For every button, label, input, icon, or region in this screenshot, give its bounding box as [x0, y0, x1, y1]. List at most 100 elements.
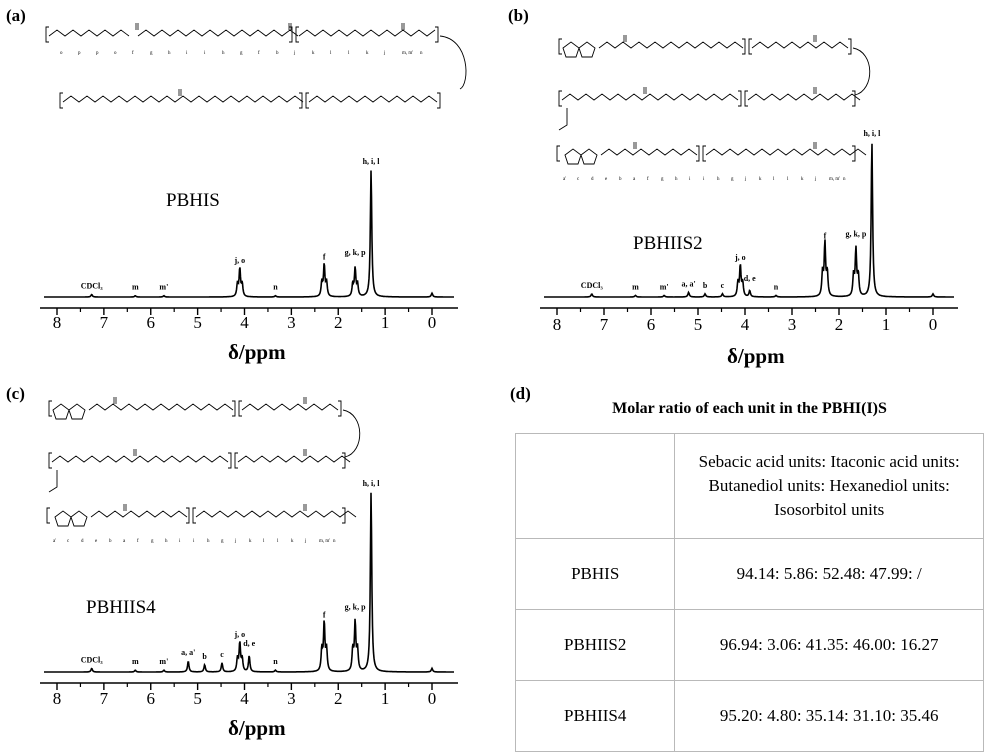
- panel-c-structure: a' c d e b a f g h i i h g j k l l k j m, m' n: [46, 397, 361, 544]
- atom-label: l: [787, 177, 789, 182]
- peak-label: f: [323, 252, 326, 261]
- x-tick-label: 3: [788, 315, 797, 334]
- bond-chain: [48, 29, 130, 37]
- peak-label: g, k, p: [845, 230, 866, 239]
- repeat-bracket: [305, 92, 309, 109]
- atom-label: f: [137, 539, 139, 544]
- repeat-bracket: [342, 507, 346, 524]
- repeat-bracket: [852, 90, 856, 107]
- atom-label: d: [81, 539, 84, 544]
- atom-label: m, m': [402, 51, 413, 56]
- atom-label: b: [109, 539, 112, 544]
- table-cell-sample: PBHIIS2: [514, 609, 676, 681]
- atom-label: k: [291, 539, 294, 544]
- repeat-bracket: [437, 92, 441, 109]
- table-row: PBHIS 94.14: 5.86: 52.48: 47.99: /: [514, 538, 984, 610]
- peak-label: d, e: [243, 639, 255, 648]
- atom-label: j: [304, 539, 306, 544]
- x-tick-label: 5: [694, 315, 703, 334]
- repeat-bracket: [852, 145, 856, 162]
- peak-label: m: [132, 283, 139, 292]
- atom-label: h: [717, 177, 720, 182]
- atom-label: k: [312, 51, 315, 56]
- peak-label: d, e: [744, 274, 756, 283]
- atom-label: c: [67, 539, 70, 544]
- panel-c-sample-name: PBHIIS4: [86, 597, 156, 618]
- atom-label: h: [207, 539, 210, 544]
- repeat-bracket: [558, 38, 562, 55]
- atom-label: b: [619, 177, 622, 182]
- atom-label: d: [591, 177, 594, 182]
- atom-label: m, m': [319, 539, 330, 544]
- repeat-bracket: [45, 26, 49, 43]
- x-tick-label: 0: [428, 689, 437, 708]
- atom-label: g: [150, 51, 153, 56]
- atom-label: i: [186, 51, 188, 56]
- panel-b-structure: a' c d e b a f g h i i h g j k l l k j m, m' n: [556, 35, 871, 182]
- panel-a-label: (a): [6, 6, 26, 25]
- repeat-bracket: [228, 452, 232, 469]
- panel-b-spectrum: 8 7 6 5 4 3 2 1 0 CDCl₃ m m' a, a' b c j, o d, e n f g, k, …: [540, 129, 958, 334]
- atom-label: l: [773, 177, 775, 182]
- repeat-bracket: [295, 26, 299, 43]
- x-tick-label: 4: [240, 689, 249, 708]
- bond-chain: [48, 470, 58, 493]
- x-tick-label: 1: [381, 313, 390, 332]
- bond-chain: [88, 403, 234, 411]
- x-tick-label: 6: [147, 313, 156, 332]
- repeat-bracket: [238, 400, 242, 417]
- x-tick-label: 7: [600, 315, 609, 334]
- repeat-bracket: [232, 400, 236, 417]
- atom-label: h: [165, 539, 168, 544]
- x-tick-label: 1: [381, 689, 390, 708]
- bond-chain: [308, 95, 438, 103]
- x-tick-label: 1: [882, 315, 891, 334]
- table-row: PBHIIS4 95.20: 4.80: 35.14: 31.10: 35.46: [514, 680, 984, 752]
- repeat-bracket: [742, 38, 746, 55]
- atom-label: j: [234, 539, 236, 544]
- atom-label: g: [731, 177, 734, 182]
- peak-label: m': [159, 657, 168, 666]
- spectrum-line: [44, 492, 454, 673]
- repeat-bracket: [702, 145, 706, 162]
- peak-label: b: [703, 281, 708, 290]
- table-row: PBHIIS2 96.94: 3.06: 41.35: 46.00: 16.27: [514, 609, 984, 681]
- bond-chain: [747, 93, 861, 101]
- x-tick-label: 8: [53, 313, 62, 332]
- bond-chain: [705, 148, 867, 156]
- x-tick-label: 3: [287, 313, 296, 332]
- repeat-bracket: [738, 90, 742, 107]
- peak-label: m': [660, 282, 669, 291]
- repeat-bracket: [696, 145, 700, 162]
- panel-d-label: (d): [510, 384, 531, 403]
- repeat-bracket: [299, 92, 303, 109]
- atom-label: g: [221, 539, 224, 544]
- atom-label: k: [759, 177, 762, 182]
- peak-label: m: [132, 657, 139, 666]
- table-cell-sample: PBHIS: [514, 538, 676, 610]
- panel-b-sample-name: PBHIIS2: [633, 233, 703, 254]
- repeat-bracket: [192, 507, 196, 524]
- repeat-bracket: [342, 452, 346, 469]
- panel-a-structure: o p p o f g h i i h g f b j k l l k j m, m' n: [45, 23, 467, 109]
- atom-label: i: [689, 177, 691, 182]
- panel-c-label: (c): [6, 384, 25, 403]
- atom-label: o: [114, 51, 117, 56]
- table-cell-ratio: 96.94: 3.06: 41.35: 46.00: 16.27: [674, 609, 984, 681]
- atom-label: j: [814, 177, 816, 182]
- x-tick-label: 8: [553, 315, 562, 334]
- atom-label: c: [577, 177, 580, 182]
- peak-label: n: [273, 283, 278, 292]
- atom-label: n: [333, 539, 336, 544]
- bond-chain: [600, 148, 698, 156]
- atom-label: g: [151, 539, 154, 544]
- x-tick-label: 4: [741, 315, 750, 334]
- table-cell-ratio: 94.14: 5.86: 52.48: 47.99: /: [674, 538, 984, 610]
- bond-chain: [558, 108, 568, 131]
- peak-label: CDCl₃: [81, 281, 104, 290]
- bond-chain: [62, 95, 304, 103]
- bond-chain: [298, 29, 436, 37]
- peak-label: g, k, p: [345, 248, 366, 257]
- table-cell-ratio: 95.20: 4.80: 35.14: 31.10: 35.46: [674, 680, 984, 752]
- x-tick-label: 0: [929, 315, 938, 334]
